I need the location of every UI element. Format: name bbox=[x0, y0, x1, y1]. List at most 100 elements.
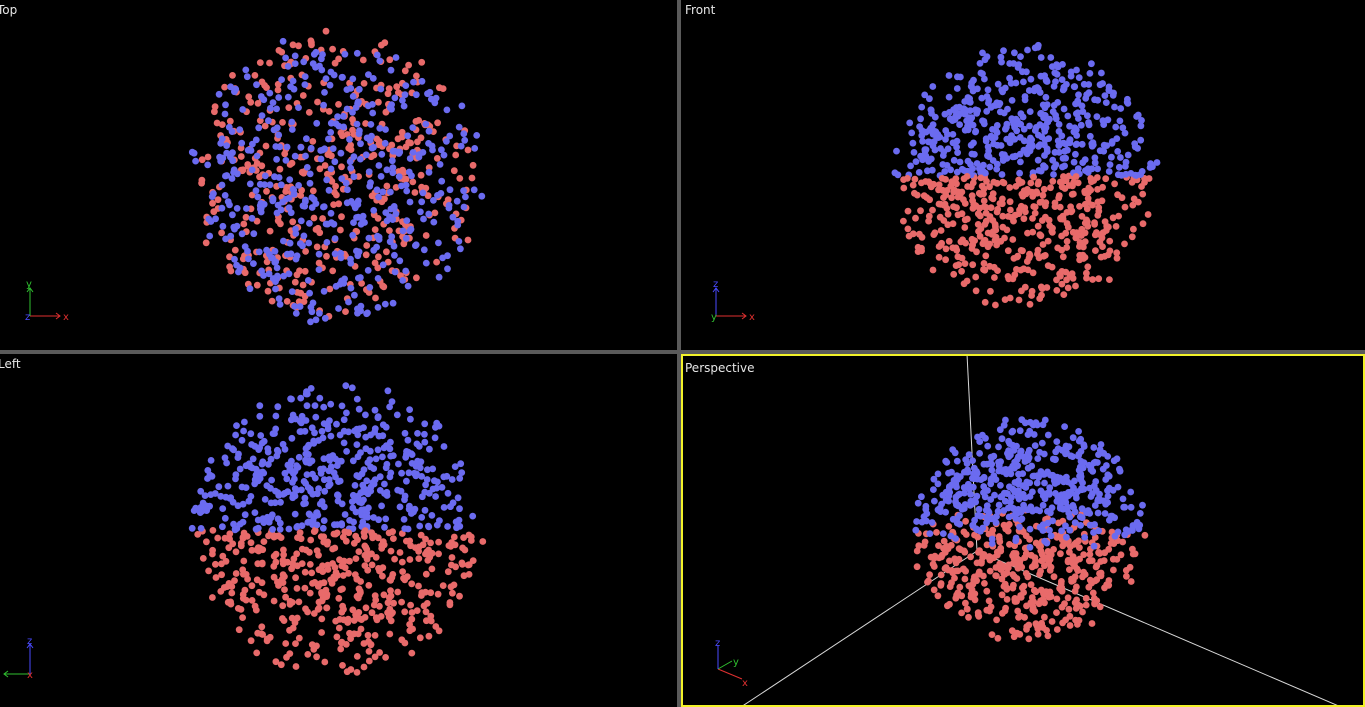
particle bbox=[355, 473, 363, 481]
viewport-label-perspective[interactable]: Perspective bbox=[685, 361, 755, 375]
particle bbox=[1065, 605, 1073, 613]
viewport-label-front[interactable]: Front bbox=[685, 3, 716, 17]
particle bbox=[300, 500, 307, 508]
particle bbox=[326, 81, 334, 89]
particle bbox=[1022, 190, 1030, 198]
particle bbox=[987, 204, 995, 212]
particle bbox=[1016, 630, 1024, 638]
particle bbox=[1020, 137, 1028, 145]
particle bbox=[304, 651, 312, 658]
viewport-label-top[interactable]: Top bbox=[0, 3, 18, 17]
particle bbox=[233, 422, 240, 429]
particle bbox=[935, 253, 943, 261]
particle bbox=[276, 301, 284, 308]
particle bbox=[389, 164, 397, 172]
viewport-top[interactable]: Top x y z bbox=[0, 0, 677, 350]
particle bbox=[277, 220, 284, 228]
viewport-left[interactable]: Left z x bbox=[0, 354, 677, 707]
particle bbox=[234, 605, 242, 612]
particle bbox=[440, 151, 448, 159]
particle bbox=[930, 586, 938, 594]
particle bbox=[308, 424, 316, 432]
particle bbox=[328, 178, 336, 185]
particle bbox=[188, 524, 196, 532]
particle bbox=[365, 289, 373, 296]
particle bbox=[911, 175, 919, 183]
particle bbox=[388, 157, 396, 165]
particle bbox=[1008, 132, 1015, 140]
particle bbox=[909, 230, 917, 238]
particle bbox=[315, 259, 323, 267]
particle bbox=[215, 483, 223, 491]
particle bbox=[1072, 557, 1080, 565]
particle bbox=[237, 153, 245, 160]
particle bbox=[972, 287, 980, 295]
particle bbox=[307, 318, 314, 326]
particle bbox=[991, 221, 999, 228]
particle bbox=[369, 479, 376, 486]
particle bbox=[381, 480, 388, 488]
particle bbox=[418, 473, 425, 480]
particle bbox=[1110, 89, 1117, 97]
particle bbox=[954, 149, 961, 157]
particle bbox=[1023, 602, 1030, 610]
particle bbox=[1055, 194, 1063, 202]
particle bbox=[953, 593, 960, 600]
particle bbox=[338, 608, 346, 616]
particle bbox=[922, 502, 930, 510]
particle bbox=[1011, 211, 1019, 219]
particle bbox=[944, 602, 951, 610]
particle bbox=[274, 80, 282, 88]
particle bbox=[272, 550, 280, 558]
particle bbox=[255, 248, 263, 256]
particle bbox=[1137, 136, 1145, 144]
particle bbox=[948, 481, 956, 489]
particle bbox=[1082, 95, 1090, 102]
particle bbox=[360, 80, 368, 87]
particle bbox=[353, 425, 361, 433]
particle bbox=[949, 446, 957, 453]
particle bbox=[414, 430, 421, 437]
particle bbox=[273, 209, 281, 217]
particle bbox=[987, 496, 995, 503]
particle bbox=[235, 268, 242, 276]
particle bbox=[1121, 129, 1129, 137]
particle bbox=[331, 544, 339, 552]
particle bbox=[945, 497, 952, 505]
particle bbox=[282, 195, 290, 203]
particle bbox=[372, 455, 380, 463]
particle bbox=[340, 279, 348, 287]
horizontal-separator[interactable] bbox=[0, 350, 1365, 354]
particle bbox=[1034, 630, 1042, 638]
particle bbox=[286, 626, 293, 634]
particle bbox=[211, 103, 219, 111]
particle bbox=[311, 402, 319, 409]
particle bbox=[469, 512, 477, 520]
particle bbox=[374, 413, 382, 421]
particle bbox=[357, 274, 364, 281]
axis-label-x: x bbox=[749, 312, 755, 323]
particle bbox=[306, 179, 314, 187]
particle bbox=[1059, 505, 1067, 513]
particle bbox=[1062, 450, 1069, 458]
particle bbox=[1028, 462, 1036, 470]
particle bbox=[425, 522, 432, 530]
particle bbox=[418, 514, 426, 521]
particle bbox=[1068, 191, 1076, 198]
particle bbox=[241, 511, 249, 519]
viewport-front[interactable]: Front x z y bbox=[681, 0, 1365, 350]
particle bbox=[289, 411, 297, 419]
particle bbox=[443, 106, 451, 114]
particle bbox=[257, 204, 265, 212]
particle bbox=[937, 227, 945, 234]
particle bbox=[1011, 271, 1019, 279]
particle bbox=[202, 239, 210, 247]
viewport-label-left[interactable]: Left bbox=[0, 357, 21, 371]
particle bbox=[275, 582, 282, 589]
particle bbox=[355, 85, 363, 93]
particle bbox=[201, 492, 209, 499]
viewport-perspective[interactable]: Perspective x y z bbox=[681, 354, 1365, 707]
particle bbox=[942, 256, 949, 264]
particle bbox=[276, 165, 284, 173]
particle bbox=[271, 259, 279, 266]
